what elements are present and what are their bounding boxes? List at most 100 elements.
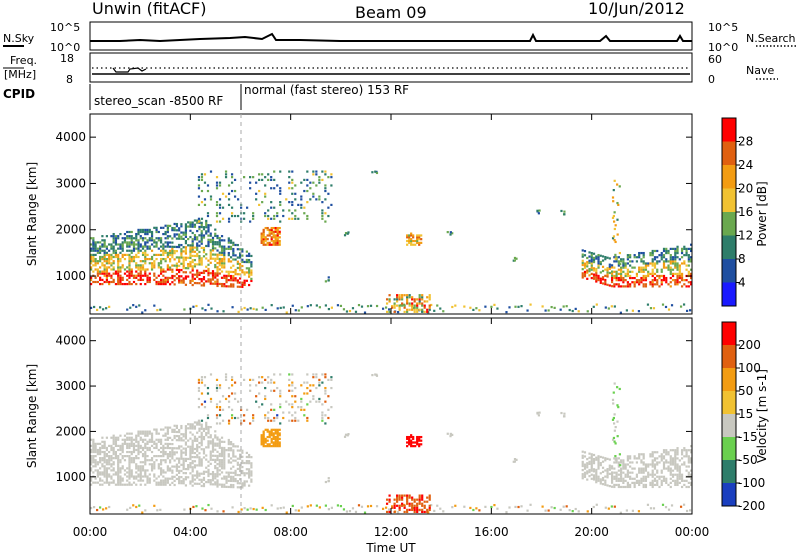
- velocity-cell: [276, 443, 279, 446]
- power-cell: [135, 237, 138, 240]
- power-cell: [184, 248, 188, 251]
- velocity-cell: [227, 459, 230, 462]
- velocity-cell: [135, 444, 138, 448]
- power-cell: [685, 247, 688, 250]
- power-cell: [646, 303, 650, 306]
- power-cell: [291, 201, 294, 204]
- velocity-cell: [173, 430, 176, 434]
- power-cell: [613, 305, 616, 308]
- velocity-cell: [406, 496, 409, 499]
- power-cell: [139, 228, 142, 232]
- velocity-cell: [638, 453, 641, 456]
- power-cell: [216, 234, 219, 238]
- power-cell: [220, 266, 224, 269]
- power-cell: [209, 232, 212, 235]
- velocity-cell: [266, 443, 269, 446]
- velocity-cell: [159, 446, 163, 450]
- power-cell: [294, 309, 297, 312]
- velocity-cell: [171, 475, 174, 478]
- power-cell: [683, 262, 686, 265]
- velocity-cell: [246, 408, 249, 411]
- power-cell: [592, 269, 596, 272]
- velocity-cell: [206, 414, 210, 417]
- power-cell: [375, 304, 379, 308]
- colorbar-tick-label: -15: [738, 430, 758, 444]
- velocity-cell: [224, 373, 228, 376]
- power-cell: [223, 239, 226, 242]
- velocity-cell: [178, 459, 181, 462]
- velocity-cell: [608, 468, 611, 471]
- power-cell: [144, 260, 147, 263]
- power-cell: [128, 241, 131, 244]
- power-cell: [321, 214, 324, 218]
- velocity-cell: [221, 408, 225, 411]
- velocity-cell: [198, 435, 201, 438]
- velocity-cell: [327, 480, 330, 483]
- velocity-cell: [421, 502, 424, 505]
- power-cell: [157, 264, 160, 267]
- power-cell: [108, 249, 111, 252]
- power-cell: [227, 272, 230, 275]
- power-cell: [112, 237, 115, 240]
- velocity-cell: [180, 475, 183, 479]
- power-cell: [514, 305, 517, 308]
- velocity-cell: [164, 459, 167, 462]
- power-cell: [656, 274, 659, 278]
- velocity-cell: [309, 400, 312, 403]
- velocity-cell: [398, 494, 401, 497]
- velocity-cell: [674, 455, 677, 458]
- power-cell: [687, 247, 690, 250]
- velocity-cell: [388, 494, 391, 497]
- power-cell: [90, 268, 93, 271]
- power-cell: [312, 173, 315, 176]
- power-cell: [644, 264, 648, 267]
- velocity-cell: [119, 475, 122, 478]
- velocity-cell: [658, 477, 661, 480]
- velocity-cell: [171, 457, 174, 460]
- velocity-cell: [182, 451, 185, 454]
- power-cell: [667, 249, 670, 253]
- velocity-cell: [604, 483, 607, 486]
- power-cell: [595, 272, 598, 275]
- power-cell: [153, 262, 156, 265]
- power-cell: [640, 260, 643, 263]
- velocity-cell: [360, 505, 364, 508]
- velocity-cell: [406, 510, 409, 514]
- power-cell: [220, 285, 224, 288]
- power-cell: [592, 305, 595, 308]
- power-cell: [220, 239, 224, 242]
- velocity-cell: [169, 436, 172, 439]
- velocity-cell: [200, 392, 204, 395]
- power-cell: [262, 238, 265, 241]
- power-cell: [171, 281, 174, 284]
- velocity-cell: [651, 475, 654, 478]
- velocity-cell: [178, 437, 181, 440]
- velocity-cell: [410, 435, 413, 439]
- velocity-cell: [126, 475, 129, 478]
- velocity-cell: [223, 457, 226, 460]
- power-cell: [225, 270, 228, 273]
- power-cell: [114, 251, 118, 254]
- velocity-cell: [153, 461, 156, 464]
- velocity-cell: [266, 435, 269, 439]
- power-cell: [164, 260, 167, 263]
- power-cell: [318, 176, 321, 179]
- velocity-cell: [321, 411, 324, 414]
- velocity-cell: [413, 500, 416, 503]
- velocity-cell: [229, 449, 233, 452]
- velocity-cell: [266, 445, 269, 448]
- power-cell: [144, 228, 147, 232]
- power-cell: [260, 232, 263, 235]
- velocity-cell: [649, 483, 652, 487]
- power-cell: [243, 283, 246, 286]
- power-cell: [123, 237, 127, 240]
- power-cell: [130, 241, 133, 244]
- velocity-cell: [583, 455, 587, 458]
- velocity-cell: [191, 468, 194, 471]
- velocity-cell: [223, 461, 226, 464]
- power-cell: [640, 276, 643, 280]
- velocity-cell: [306, 403, 309, 406]
- velocity-cell: [637, 510, 641, 513]
- power-cell: [108, 280, 111, 284]
- velocity-cell: [613, 429, 616, 432]
